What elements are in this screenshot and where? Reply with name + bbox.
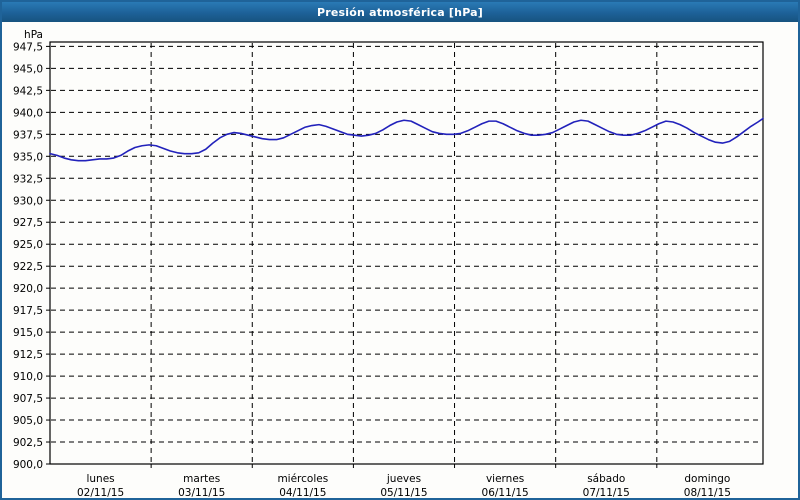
x-tick-date-label: 06/11/15: [482, 487, 529, 498]
y-tick-label: 920,0: [13, 283, 43, 295]
y-axis-tick-marks: [46, 45, 50, 465]
pressure-line-chart: 947,5 945,0 942,5 940,0 937,5 935,0 932,5 930,0…: [13, 29, 764, 498]
y-tick-label: 922,5: [13, 261, 43, 273]
y-tick-label: 902,5: [13, 437, 43, 449]
y-tick-label: 927,5: [13, 217, 43, 229]
y-tick-label: 900,0: [13, 459, 43, 471]
y-tick-label: 912,5: [13, 349, 43, 361]
x-tick-day-label: martes: [183, 473, 220, 485]
y-tick-label: 915,0: [13, 327, 43, 339]
y-tick-label: 940,0: [13, 107, 43, 119]
x-tick-day-label: jueves: [386, 473, 421, 485]
x-tick-day-label: domingo: [684, 473, 730, 485]
x-tick-date-label: 05/11/15: [380, 487, 427, 498]
plot-frame: [49, 41, 764, 465]
series-path-presion: [49, 117, 764, 162]
x-tick-date-label: 08/11/15: [684, 487, 731, 498]
pressure-series-line: [49, 117, 764, 162]
x-axis-tick-marks: [150, 464, 658, 468]
x-axis-tick-labels: lunes 02/11/15 martes 03/11/15 miércoles 04/1…: [77, 473, 731, 498]
y-tick-label: 907,5: [13, 393, 43, 405]
x-tick-date-label: 04/11/15: [279, 487, 326, 498]
x-tick-date-label: 07/11/15: [583, 487, 630, 498]
x-tick-day-label: sábado: [587, 473, 625, 485]
x-tick-date-label: 02/11/15: [77, 487, 124, 498]
y-axis-tick-labels: 947,5 945,0 942,5 940,0 937,5 935,0 932,5 930,0…: [13, 41, 43, 471]
y-tick-label: 930,0: [13, 195, 43, 207]
y-tick-label: 905,0: [13, 415, 43, 427]
window-title-bar: Presión atmosférica [hPa]: [2, 2, 798, 22]
y-tick-label: 932,5: [13, 173, 43, 185]
y-tick-label: 935,0: [13, 151, 43, 163]
window-title: Presión atmosférica [hPa]: [316, 5, 484, 19]
y-tick-label: 917,5: [13, 305, 43, 317]
x-tick-day-label: viernes: [486, 473, 524, 485]
x-tick-date-label: 03/11/15: [178, 487, 225, 498]
chart-plot-container: 947,5 945,0 942,5 940,0 937,5 935,0 932,5 930,0…: [2, 22, 798, 498]
y-tick-label: 910,0: [13, 371, 43, 383]
y-tick-label: 937,5: [13, 129, 43, 141]
horizontal-gridlines: [51, 45, 762, 443]
y-tick-label: 945,0: [13, 63, 43, 75]
y-tick-label: 942,5: [13, 85, 43, 97]
x-tick-day-label: miércoles: [277, 473, 328, 485]
y-tick-label: 925,0: [13, 239, 43, 251]
y-axis-unit-label: hPa: [24, 29, 43, 41]
vertical-gridlines: [150, 43, 658, 463]
x-tick-day-label: lunes: [86, 473, 114, 485]
plot-border: [49, 41, 764, 465]
y-tick-label: 947,5: [13, 41, 43, 53]
